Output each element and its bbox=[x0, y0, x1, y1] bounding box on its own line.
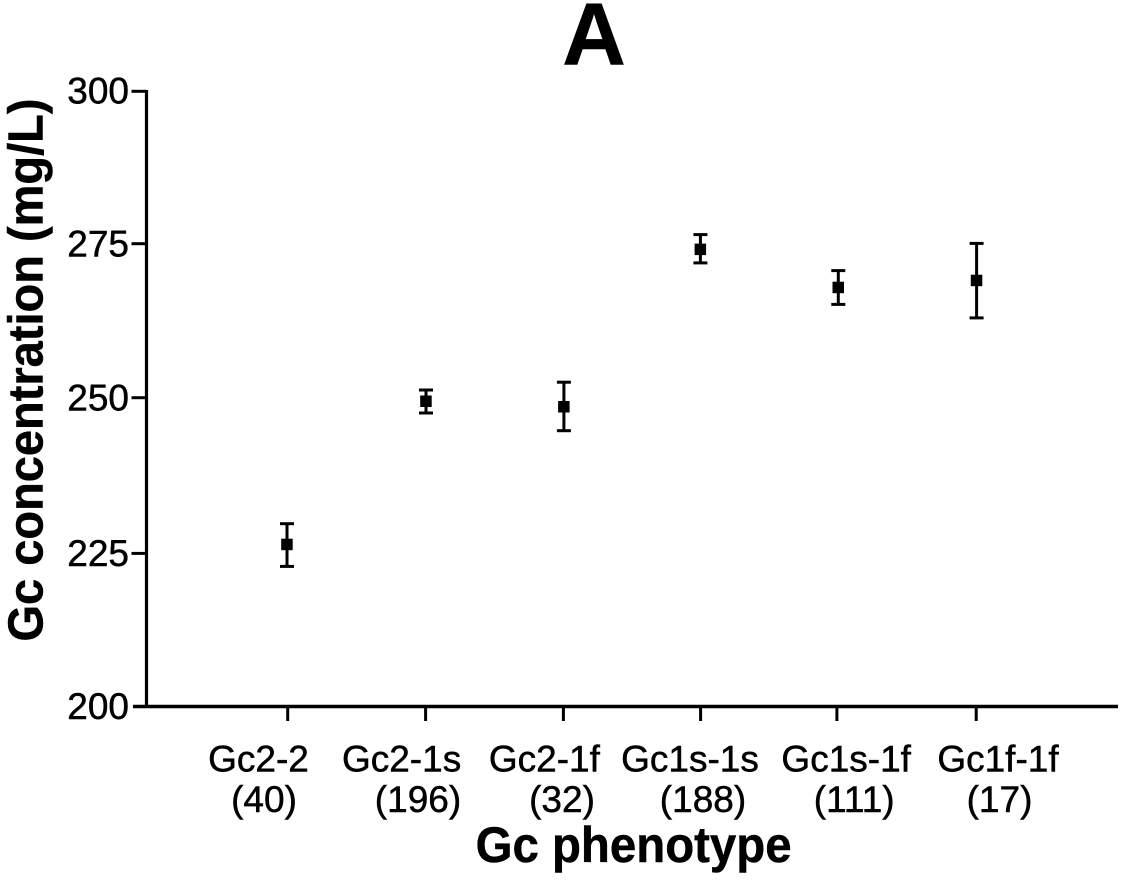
svg-text:(17): (17) bbox=[967, 779, 1033, 820]
svg-text:Gc concentration (mg/L): Gc concentration (mg/L) bbox=[0, 99, 54, 642]
svg-text:Gc2-1f: Gc2-1f bbox=[489, 739, 601, 780]
svg-text:225: 225 bbox=[67, 533, 129, 574]
svg-text:Gc2-2: Gc2-2 bbox=[208, 739, 309, 780]
svg-text:(188): (188) bbox=[660, 779, 746, 820]
svg-text:(40): (40) bbox=[231, 779, 297, 820]
svg-text:Gc1s-1f: Gc1s-1f bbox=[781, 739, 911, 780]
svg-text:300: 300 bbox=[67, 71, 129, 112]
svg-text:Gc2-1s: Gc2-1s bbox=[342, 739, 461, 780]
svg-text:(196): (196) bbox=[375, 779, 461, 820]
svg-text:Gc phenotype: Gc phenotype bbox=[476, 816, 792, 873]
svg-text:(32): (32) bbox=[529, 779, 595, 820]
svg-text:200: 200 bbox=[67, 686, 129, 727]
svg-text:(111): (111) bbox=[814, 779, 895, 820]
svg-text:A: A bbox=[562, 0, 626, 84]
svg-text:Gc1f-1f: Gc1f-1f bbox=[937, 739, 1059, 780]
svg-text:Gc1s-1s: Gc1s-1s bbox=[621, 739, 759, 780]
svg-text:250: 250 bbox=[67, 377, 129, 418]
svg-text:275: 275 bbox=[67, 223, 129, 264]
